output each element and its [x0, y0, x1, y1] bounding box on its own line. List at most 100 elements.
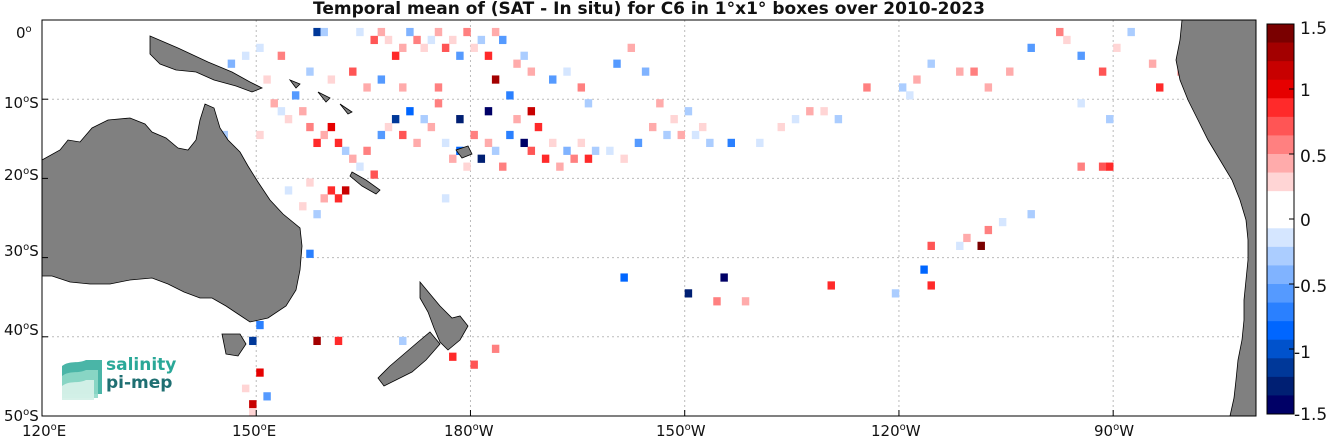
lat-tick-label-0: 0o	[16, 24, 32, 42]
heatmap-cell	[263, 392, 271, 401]
heatmap-cell	[284, 186, 293, 195]
heatmap-cell	[756, 138, 764, 148]
heatmap-cell	[977, 241, 985, 250]
lat-tick-label-50s: 50oS	[4, 407, 39, 425]
heatmap-cell	[984, 83, 993, 92]
land-tasmania	[221, 333, 247, 357]
heatmap-cell	[284, 115, 293, 124]
heatmap-cells	[220, 27, 1214, 417]
logo-wave-icon	[62, 360, 102, 400]
heatmap-cell	[556, 162, 564, 171]
colorbar	[1266, 23, 1295, 415]
heatmap-cell	[484, 138, 493, 148]
heatmap-cell	[677, 130, 686, 140]
heatmap-cell	[263, 146, 271, 155]
heatmap-cell	[306, 178, 314, 187]
heatmap-cell	[320, 27, 328, 37]
heatmap-cell	[713, 138, 721, 148]
heatmap-cell	[477, 154, 486, 163]
lon-tick-label-120e: 120oE	[22, 422, 67, 440]
heatmap-cell	[1077, 51, 1085, 60]
heatmap-cell	[506, 130, 514, 140]
heatmap-cell	[506, 43, 514, 52]
heatmap-cell	[406, 27, 414, 37]
heatmap-cell	[520, 51, 528, 60]
heatmap-cell	[777, 122, 785, 132]
heatmap-cell	[1113, 43, 1121, 52]
heatmap-cell	[449, 154, 457, 163]
heatmap-cell	[720, 273, 728, 282]
land-south-america	[1175, 19, 1257, 417]
heatmap-cell	[998, 218, 1007, 227]
colorbar-tick-1: 1	[1300, 81, 1311, 101]
colorbar-segment	[1267, 154, 1294, 173]
heatmap-cell	[470, 130, 478, 140]
heatmap-cell	[563, 146, 571, 155]
colorbar-segment	[1267, 209, 1294, 229]
heatmap-cell	[434, 83, 443, 92]
heatmap-cell	[363, 146, 371, 155]
heatmap-cell	[313, 336, 321, 346]
heatmap-cell	[384, 35, 393, 45]
heatmap-cell	[277, 107, 286, 116]
lat-tick-label-20s: 20oS	[4, 166, 39, 184]
heatmap-cell	[484, 51, 493, 60]
heatmap-cell	[291, 59, 300, 68]
heatmap-cell	[684, 107, 693, 116]
heatmap-cell	[370, 35, 378, 45]
land-solomon-islands	[288, 79, 353, 115]
heatmap-cell	[256, 43, 264, 52]
heatmap-cell	[463, 162, 471, 171]
heatmap-cell	[584, 99, 593, 108]
heatmap-cell	[1027, 43, 1035, 52]
heatmap-cell	[806, 107, 814, 116]
heatmap-cell	[313, 138, 321, 148]
colorbar-segment	[1267, 135, 1294, 155]
heatmap-cell	[306, 249, 314, 258]
heatmap-cell	[956, 241, 964, 250]
heatmap-cell	[834, 115, 843, 124]
heatmap-cell	[427, 122, 436, 132]
heatmap-cell	[249, 408, 257, 417]
colorbar-segment	[1267, 376, 1294, 396]
heatmap-cell	[299, 107, 307, 116]
heatmap-cell	[577, 83, 586, 92]
heatmap-cell	[377, 27, 386, 37]
colorbar-segment	[1267, 339, 1294, 359]
colorbar-segment	[1267, 228, 1294, 248]
colorbar-segment	[1267, 284, 1294, 303]
land-south-island-nz	[377, 331, 441, 387]
heatmap-cell	[391, 115, 400, 124]
colorbar-segment	[1267, 395, 1294, 415]
heatmap-cell	[491, 27, 500, 37]
heatmap-cell	[399, 43, 407, 52]
lat-tick-label-30s: 30oS	[4, 242, 39, 260]
heatmap-cell	[241, 384, 250, 393]
map-title: Temporal mean of (SAT - In situ) for C6 …	[313, 0, 985, 19]
heatmap-cell	[277, 51, 286, 60]
heatmap-cell	[334, 336, 343, 346]
heatmap-cell	[427, 35, 436, 45]
heatmap-cell	[1127, 27, 1135, 37]
heatmap-cell	[527, 146, 536, 155]
heatmap-cell	[256, 368, 264, 377]
heatmap-cell	[399, 336, 407, 346]
lon-tick-label-150w: 150oW	[656, 422, 706, 440]
heatmap-cell	[463, 27, 471, 37]
heatmap-cell	[441, 43, 450, 52]
colorbar-segment	[1267, 191, 1294, 211]
heatmap-cell	[477, 35, 486, 45]
colorbar-segment	[1267, 61, 1294, 81]
colorbar-segment	[1267, 42, 1294, 62]
heatmap-cell	[684, 289, 693, 298]
heatmap-cell	[249, 336, 257, 346]
heatmap-cell	[970, 67, 978, 76]
heatmap-cell	[956, 67, 964, 76]
logo-line-2: pi-mep	[106, 373, 173, 393]
heatmap-cell	[227, 59, 236, 68]
heatmap-cell	[413, 138, 421, 148]
heatmap-cell	[341, 59, 350, 68]
heatmap-cell	[599, 91, 607, 100]
heatmap-cell	[491, 344, 500, 353]
heatmap-cell	[306, 67, 314, 76]
